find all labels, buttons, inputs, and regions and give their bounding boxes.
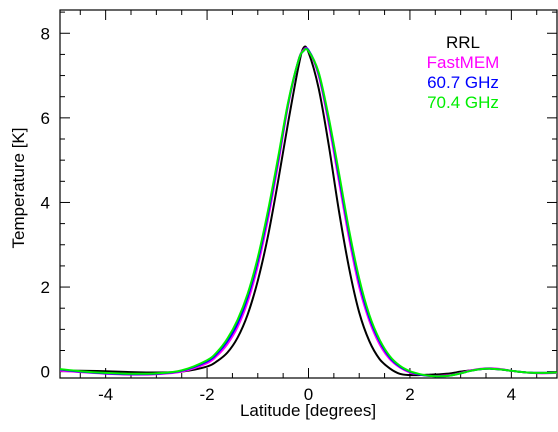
x-tick-label: 4 — [507, 385, 516, 404]
x-tick-label: -4 — [98, 385, 113, 404]
series-line-70-4-ghz — [60, 48, 557, 378]
y-tick-label: 6 — [41, 109, 50, 128]
axis-ticks — [60, 10, 557, 378]
legend-entry: FastMEM — [427, 53, 500, 72]
y-tick-label: 0 — [41, 363, 50, 382]
y-tick-label: 8 — [41, 24, 50, 43]
x-axis-title: Latitude [degrees] — [240, 401, 376, 420]
y-tick-label: 2 — [41, 278, 50, 297]
legend-entry: 60.7 GHz — [427, 73, 499, 92]
x-tick-label: 2 — [405, 385, 414, 404]
x-tick-label: 0 — [304, 385, 313, 404]
legend-entry: 70.4 GHz — [427, 93, 499, 112]
series-layer — [60, 45, 557, 378]
y-tick-label: 4 — [41, 193, 50, 212]
x-tick-label: -2 — [200, 385, 215, 404]
legend-entry: RRL — [446, 33, 480, 52]
tick-labels: -4 -2 0 2 4 0 2 4 6 8 — [41, 24, 517, 404]
y-axis-title: Temperature [K] — [9, 128, 28, 249]
